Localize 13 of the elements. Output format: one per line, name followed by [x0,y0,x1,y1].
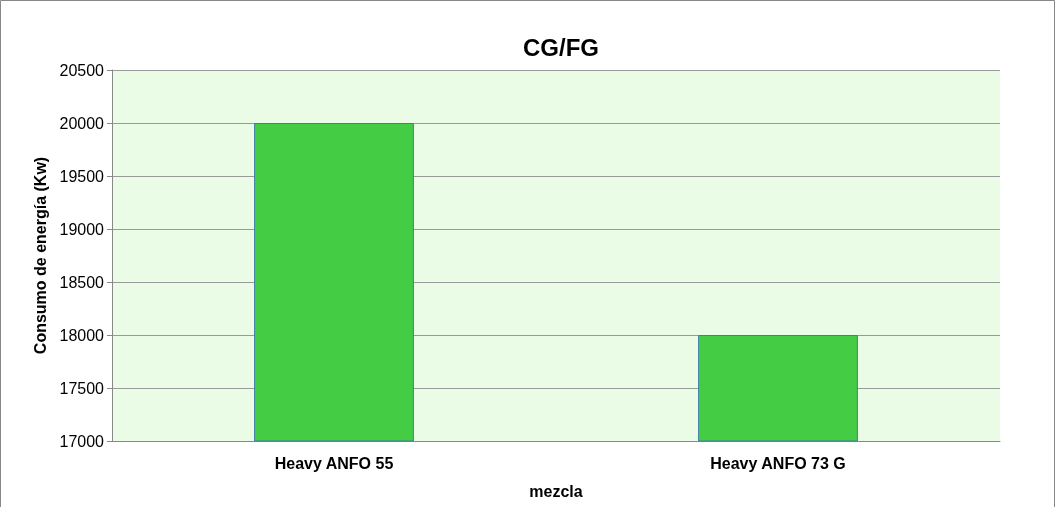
chart-title: CG/FG [523,33,599,61]
y-tick-label: 20500 [59,61,105,79]
y-tick-label: 17000 [59,432,105,450]
y-axis-title: Consumo de energía (Kw) [32,156,50,355]
x-axis-title: mezcla [529,482,583,500]
y-tick-label: 19000 [59,220,105,238]
y-tick-label: 19500 [59,167,105,185]
x-tick-label: Heavy ANFO 73 G [710,454,846,472]
x-tick-label: Heavy ANFO 55 [274,454,394,472]
y-tick-label: 17500 [59,379,105,397]
y-tick-label: 18000 [59,326,105,344]
y-tick-label: 18500 [59,273,105,291]
y-tick-label: 20000 [59,114,105,132]
